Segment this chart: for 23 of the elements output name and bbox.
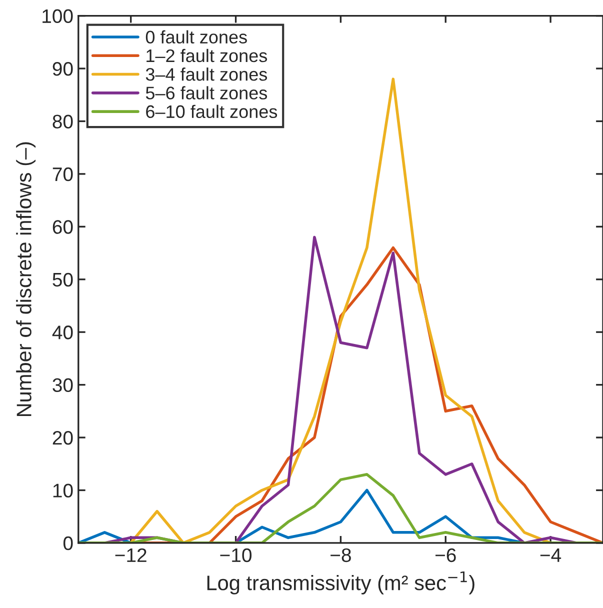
y-tick-label: 30 (52, 378, 73, 392)
legend-label: 6–10 fault zones (146, 104, 278, 118)
legend-label: 3–4 fault zones (146, 68, 268, 81)
x-tick-label: −6 (435, 548, 456, 562)
y-tick-label: 100 (42, 9, 73, 24)
x-tick-label: −4 (540, 548, 562, 562)
legend-label: 5–6 fault zones (146, 86, 268, 100)
x-tick-label: −8 (330, 548, 351, 562)
x-tick-label: −10 (220, 548, 252, 562)
y-tick-label: 70 (52, 167, 73, 182)
y-axis-title: Number of discrete inflows (–) (16, 142, 36, 416)
x-tick-label: −12 (115, 548, 146, 562)
legend-label: 0 fault zones (146, 30, 247, 44)
y-tick-label: 50 (52, 272, 73, 287)
y-tick-label: 80 (52, 114, 73, 128)
legend-label: 1–2 fault zones (146, 48, 268, 62)
y-tick-label: 20 (52, 430, 73, 445)
y-tick-label: 90 (52, 62, 73, 76)
x-axis-title: Log transmissivity (m² sec$^{−1}$) (207, 571, 474, 594)
y-tick-label: 40 (52, 326, 73, 340)
y-tick-label: 60 (52, 220, 73, 234)
y-tick-label: 10 (53, 484, 73, 498)
y-tick-label: 0 (63, 536, 73, 550)
